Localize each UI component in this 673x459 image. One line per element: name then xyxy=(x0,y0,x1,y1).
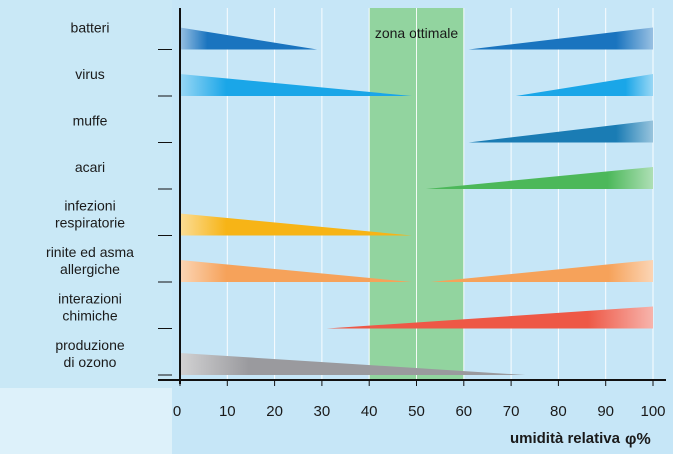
category-label: chimiche xyxy=(62,308,117,324)
risk-band xyxy=(180,27,318,50)
category-label: interazioni xyxy=(58,291,122,307)
x-tick-label: 100 xyxy=(640,403,665,420)
x-tick-label: 40 xyxy=(361,403,378,420)
risk-band xyxy=(180,260,412,282)
axis-band xyxy=(172,380,673,454)
category-label: di ozono xyxy=(64,354,117,370)
x-tick-label: 0 xyxy=(173,403,181,420)
x-tick-label: 60 xyxy=(455,403,472,420)
x-tick-label: 70 xyxy=(503,403,520,420)
category-labels-layer: batteri virus muffe acari infezionirespirato… xyxy=(46,20,134,371)
risk-band xyxy=(515,74,653,96)
axes-layer: 0 10 20 30 40 50 60 70 80 90 100 xyxy=(158,8,666,420)
risk-band xyxy=(326,306,653,329)
x-tick-label: 90 xyxy=(597,403,614,420)
risk-band xyxy=(180,74,412,96)
risk-band xyxy=(430,260,653,282)
label-panel xyxy=(0,0,172,388)
risk-band xyxy=(180,213,412,236)
category-label: infezioni xyxy=(64,198,115,214)
category-label: virus xyxy=(75,66,105,82)
category-label: batteri xyxy=(71,20,110,36)
label-panel-bottom xyxy=(0,388,172,454)
x-axis-symbol: φ% xyxy=(625,431,651,448)
risk-band xyxy=(468,120,653,143)
risk-band xyxy=(425,167,653,189)
category-label: rinite ed asma xyxy=(46,244,134,260)
x-tick-label: 50 xyxy=(408,403,425,420)
x-tick-label: 30 xyxy=(314,403,331,420)
bands-layer xyxy=(180,27,653,375)
category-label: produzione xyxy=(55,337,124,353)
x-tick-label: 20 xyxy=(266,403,283,420)
x-axis-title: umidità relativa xyxy=(510,430,621,447)
category-label: respiratorie xyxy=(55,215,125,231)
x-tick-label: 80 xyxy=(550,403,567,420)
risk-band xyxy=(468,27,653,50)
x-tick-label: 10 xyxy=(219,403,236,420)
category-label: allergiche xyxy=(60,261,120,277)
category-label: muffe xyxy=(73,113,108,129)
category-label: acari xyxy=(75,159,105,175)
risk-band xyxy=(180,353,526,375)
